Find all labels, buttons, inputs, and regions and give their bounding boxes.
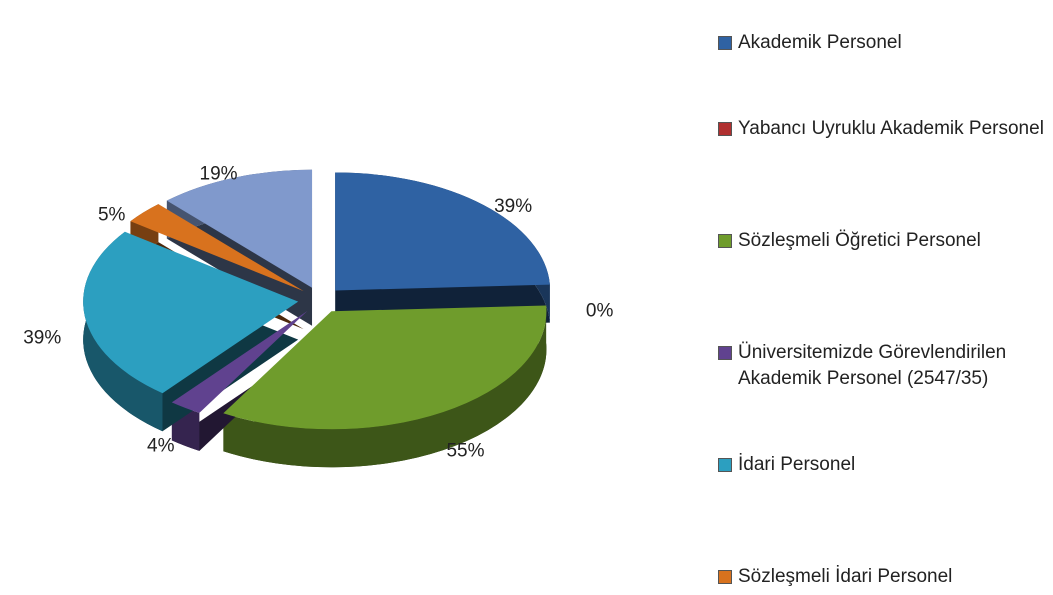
legend-swatch — [718, 570, 732, 584]
legend-label: İdari Personel — [738, 454, 856, 475]
slice — [335, 172, 550, 291]
legend-label: Üniversitemizde Görevlendirilen Akademik… — [738, 342, 1007, 389]
legend-label: Yabancı Uyruklu Akademik Personel — [738, 118, 1044, 139]
legend-swatch — [718, 36, 732, 50]
data-label: 5% — [98, 205, 126, 226]
legend-entry: İdari Personel — [718, 452, 1048, 478]
legend-entry: Sözleşmeli Öğretici Personel — [718, 228, 1048, 254]
legend-swatch — [718, 122, 732, 136]
slice-side — [223, 305, 547, 468]
legend-entry: Akademik Personel — [718, 30, 1048, 56]
slice — [83, 231, 299, 394]
legend-label: Akademik Personel — [738, 32, 902, 53]
slice — [130, 204, 304, 292]
data-label: 19% — [200, 164, 238, 185]
legend-swatch — [718, 234, 732, 248]
data-label: 0% — [586, 300, 614, 321]
data-label: 55% — [446, 440, 484, 461]
data-label: 4% — [147, 435, 175, 456]
legend-label: Sözleşmeli Öğretici Personel — [738, 230, 981, 251]
slice — [223, 305, 547, 430]
slice — [171, 310, 308, 413]
legend-entry: Yabancı Uyruklu Akademik Personel — [718, 116, 1048, 142]
slice — [166, 169, 313, 288]
legend-label: Sözleşmeli İdari Personel — [738, 566, 953, 587]
legend-entry: Üniversitemizde Görevlendirilen Akademik… — [718, 340, 1048, 392]
data-label: 39% — [23, 328, 61, 349]
legend-swatch — [718, 346, 732, 360]
data-label: 39% — [494, 196, 532, 217]
legend-entry: Sözleşmeli İdari Personel — [718, 564, 1048, 590]
legend-swatch — [718, 458, 732, 472]
